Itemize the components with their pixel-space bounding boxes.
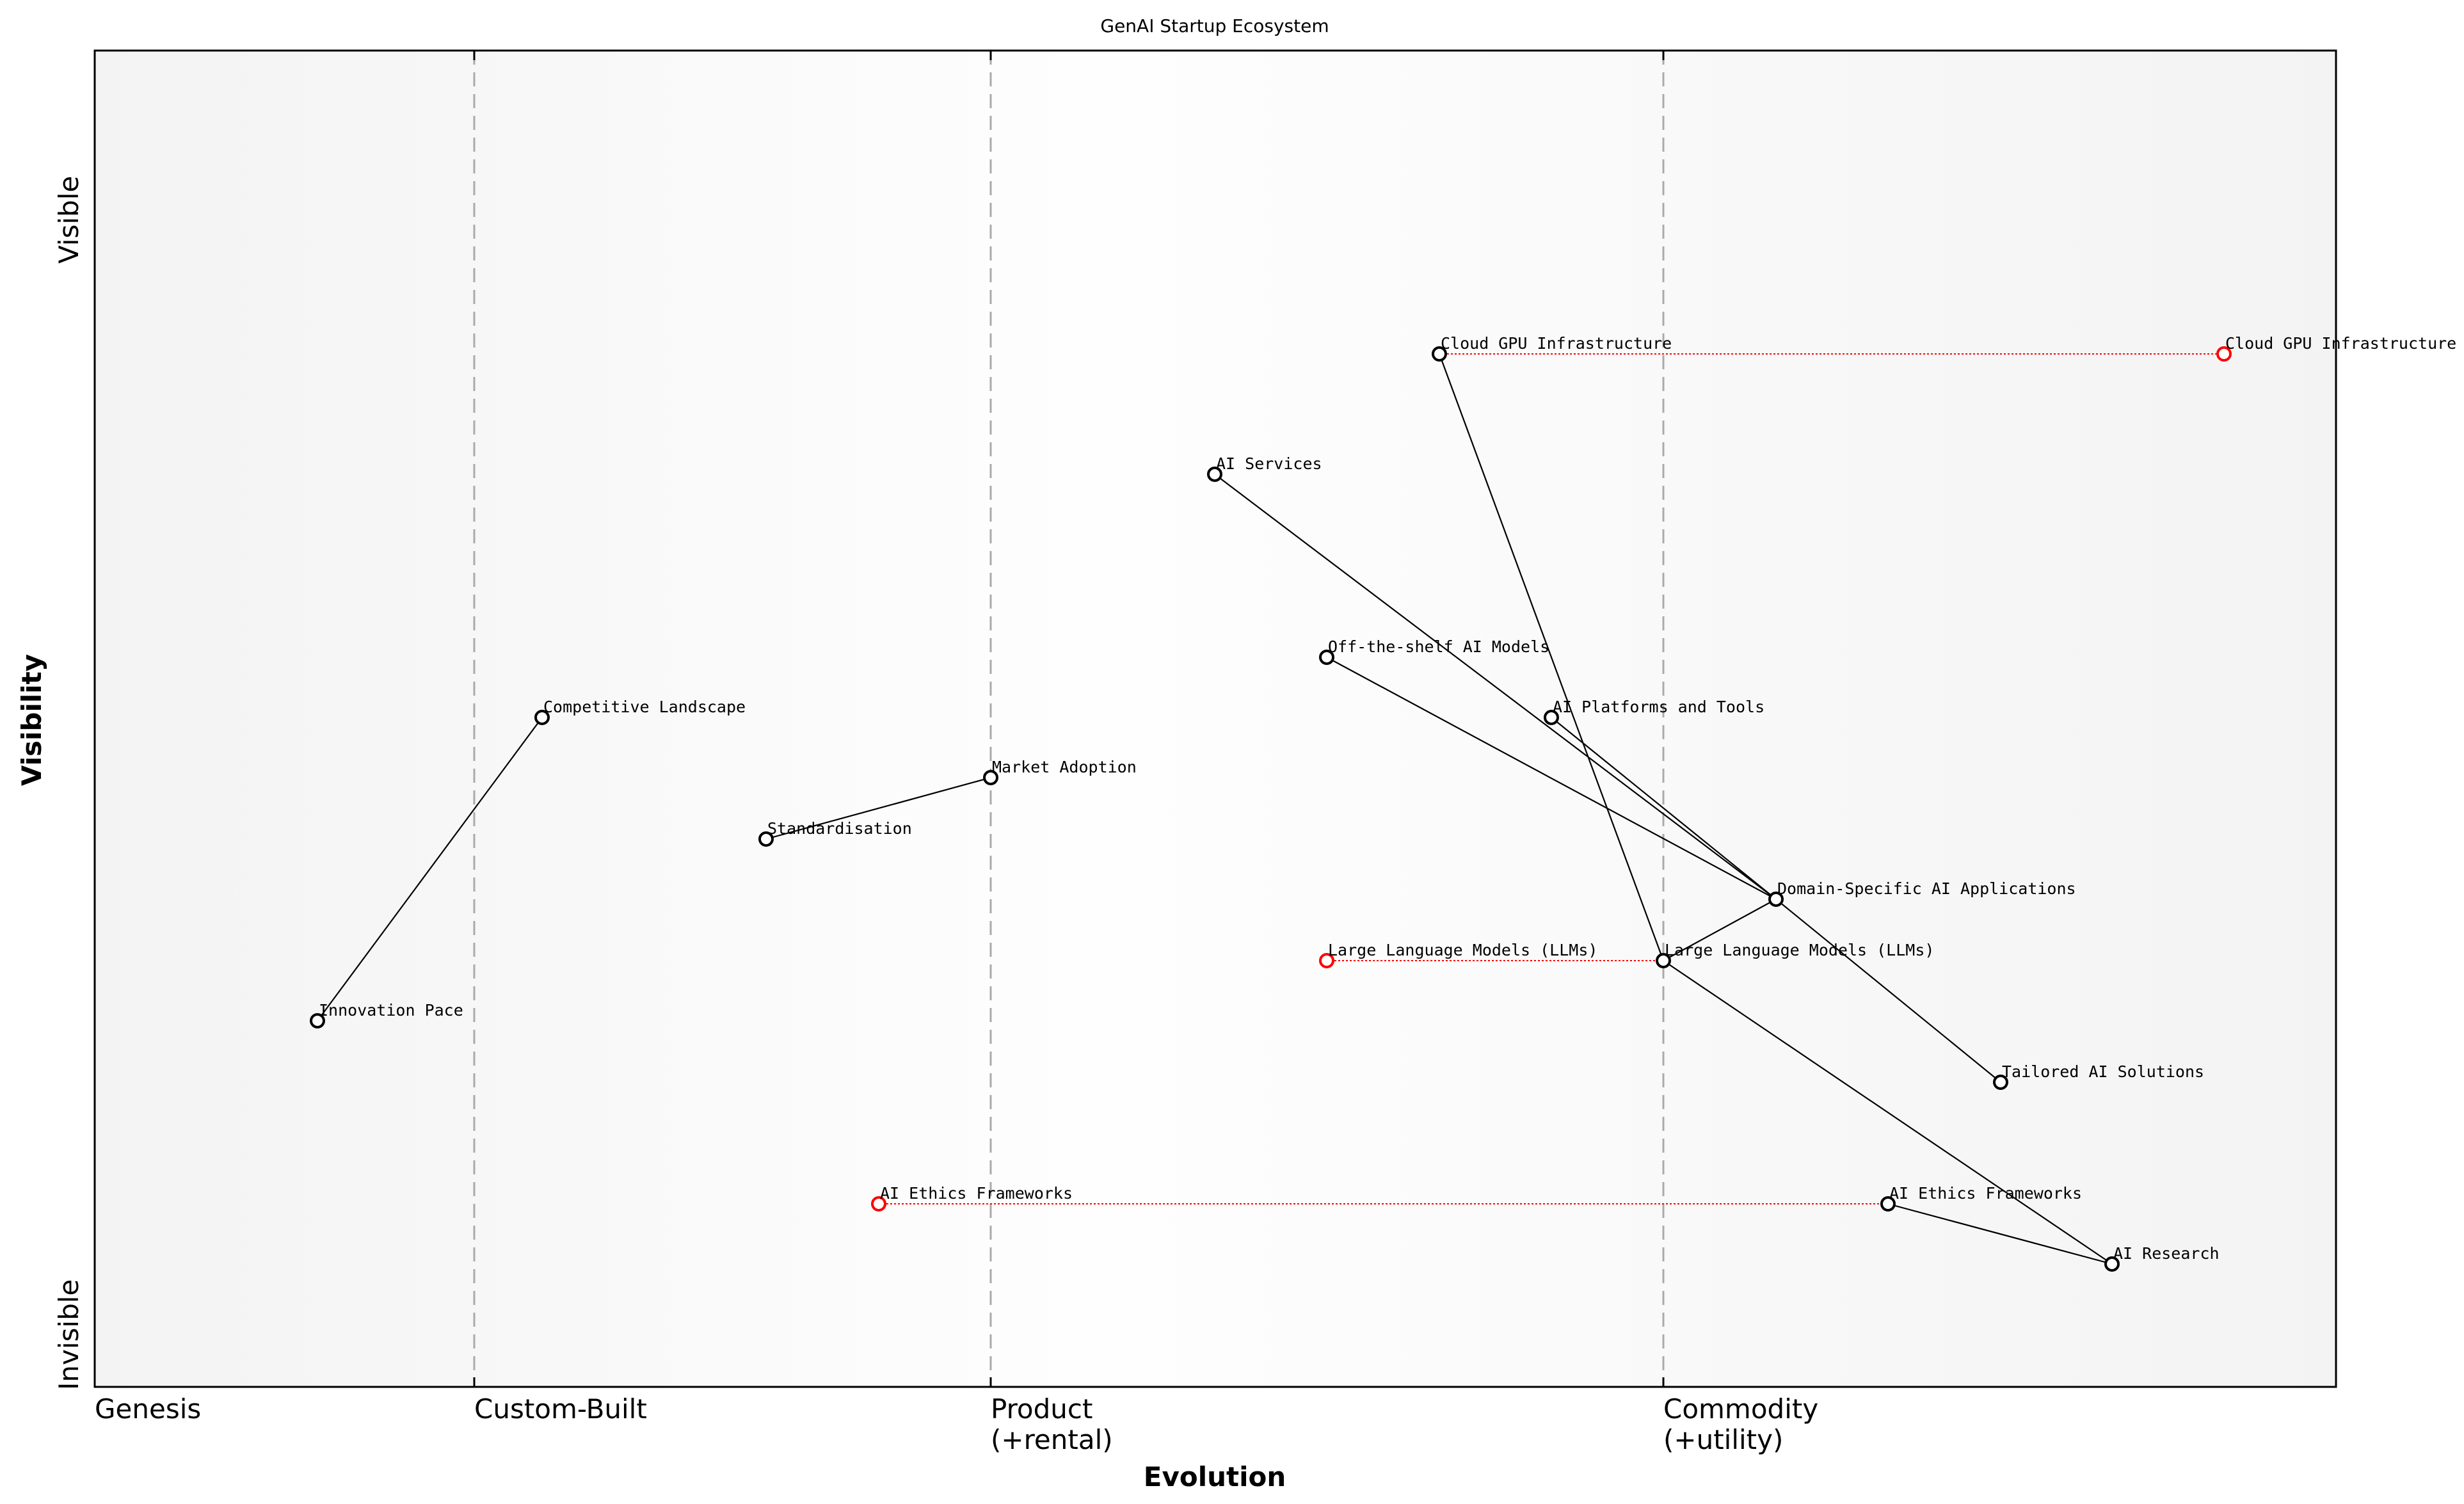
stage-ticks bbox=[473, 51, 1665, 1387]
stage-product-sub: (+rental) bbox=[991, 1424, 1113, 1455]
stage-genesis: Genesis bbox=[95, 1393, 201, 1425]
node-standardisation[interactable] bbox=[758, 831, 774, 847]
link-llm-research bbox=[1663, 960, 2113, 1265]
component-labels: Cloud GPU Infrastructure Cloud GPU Infra… bbox=[319, 334, 2456, 1263]
label-ai-platforms: AI Platforms and Tools bbox=[1553, 698, 1764, 716]
stage-commodity: Commodity bbox=[1663, 1393, 1818, 1425]
stage-commodity-sub: (+utility) bbox=[1663, 1424, 1783, 1455]
node-llm-future[interactable] bbox=[1319, 953, 1334, 968]
link-standardisation-market bbox=[765, 776, 991, 840]
label-ai-services: AI Services bbox=[1216, 454, 1322, 473]
chart-title: GenAI Startup Ecosystem bbox=[1100, 15, 1329, 36]
node-tailored[interactable] bbox=[1993, 1075, 2008, 1090]
node-domain-specific[interactable] bbox=[1768, 892, 1784, 907]
link-offshelf-domain bbox=[1326, 657, 1777, 900]
link-domain-tailored bbox=[1775, 899, 2001, 1083]
plot-frame bbox=[93, 49, 2337, 1388]
label-llm: Large Language Models (LLMs) bbox=[1665, 941, 1934, 959]
node-innovation-pace[interactable] bbox=[310, 1013, 325, 1028]
component-nodes bbox=[310, 346, 2232, 1272]
node-llm[interactable] bbox=[1656, 953, 1671, 968]
y-axis-visible: Visible bbox=[53, 176, 84, 264]
label-standardisation: Standardisation bbox=[767, 819, 912, 838]
link-ethics-research bbox=[1887, 1203, 2113, 1265]
y-axis-label: Visibility bbox=[16, 654, 47, 786]
label-cloud-gpu-future: Cloud GPU Infrastructure bbox=[2225, 334, 2456, 353]
x-axis-label: Evolution bbox=[1144, 1461, 1286, 1492]
label-market-adoption: Market Adoption bbox=[992, 758, 1137, 776]
node-cloud-gpu[interactable] bbox=[1432, 346, 1447, 362]
link-cloudgpu-llm bbox=[1438, 353, 1665, 961]
label-llm-future: Large Language Models (LLMs) bbox=[1328, 941, 1597, 959]
plot-area bbox=[95, 51, 2336, 1387]
evolution-lines bbox=[879, 353, 2224, 1204]
dependency-links bbox=[317, 353, 2113, 1265]
y-axis-invisible: Invisible bbox=[53, 1279, 84, 1390]
label-ai-ethics-future: AI Ethics Frameworks bbox=[880, 1184, 1073, 1203]
label-ai-ethics: AI Ethics Frameworks bbox=[1889, 1184, 2082, 1203]
label-cloud-gpu: Cloud GPU Infrastructure bbox=[1441, 334, 1672, 353]
label-ai-research: AI Research bbox=[2113, 1244, 2220, 1263]
node-ai-research[interactable] bbox=[2104, 1256, 2120, 1272]
label-competitive-landscape: Competitive Landscape bbox=[543, 698, 746, 716]
stage-dividers bbox=[473, 51, 1665, 1387]
node-off-the-shelf[interactable] bbox=[1319, 650, 1334, 665]
node-ai-ethics[interactable] bbox=[1880, 1196, 1896, 1212]
node-competitive-landscape[interactable] bbox=[534, 710, 550, 725]
node-ai-ethics-future[interactable] bbox=[871, 1196, 886, 1212]
link-aiservices-domain bbox=[1214, 474, 1777, 900]
stage-product: Product bbox=[991, 1393, 1092, 1425]
node-cloud-gpu-future[interactable] bbox=[2216, 346, 2232, 362]
link-competitive-innovation bbox=[317, 717, 543, 1021]
link-llm-domain bbox=[1663, 899, 1777, 961]
label-domain-specific: Domain-Specific AI Applications bbox=[1777, 879, 2076, 898]
stage-custom-built: Custom-Built bbox=[474, 1393, 647, 1425]
label-innovation-pace: Innovation Pace bbox=[319, 1001, 463, 1020]
label-off-the-shelf: Off-the-shelf AI Models bbox=[1328, 637, 1549, 656]
label-tailored: Tailored AI Solutions bbox=[2002, 1062, 2204, 1081]
x-axis-stage-labels: Genesis Custom-Built Product (+rental) C… bbox=[95, 1393, 1818, 1455]
node-ai-services[interactable] bbox=[1207, 467, 1222, 482]
node-market-adoption[interactable] bbox=[983, 770, 998, 785]
node-ai-platforms[interactable] bbox=[1544, 710, 1559, 725]
link-platforms-domain bbox=[1551, 717, 1777, 900]
